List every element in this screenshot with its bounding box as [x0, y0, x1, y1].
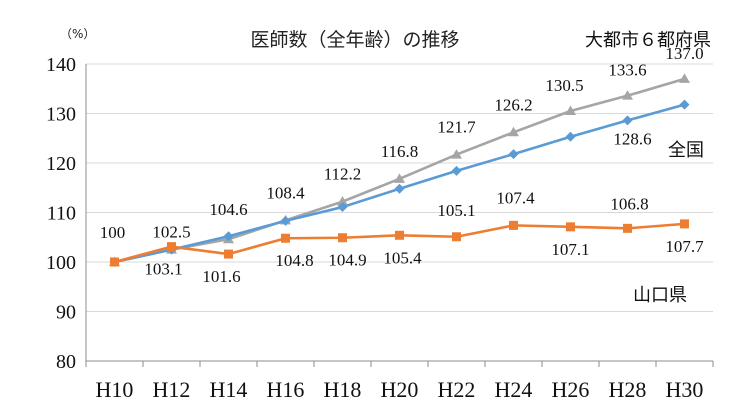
y-tick-label: 80 — [56, 351, 76, 373]
gridlines — [86, 63, 713, 312]
data-point — [565, 131, 576, 142]
x-tick-label: H18 — [324, 377, 362, 402]
x-tick-label: H22 — [438, 377, 476, 402]
series-diamond — [109, 99, 690, 267]
x-tick-label: H14 — [210, 377, 248, 402]
data-point — [395, 230, 404, 240]
series-lines — [109, 73, 690, 267]
data-label: 104.6 — [209, 200, 247, 219]
data-point — [223, 231, 234, 242]
data-point — [451, 165, 462, 176]
data-point — [623, 223, 632, 233]
data-point — [338, 233, 347, 243]
x-tick-label: H24 — [495, 377, 533, 402]
data-point — [394, 183, 405, 194]
data-point — [679, 99, 690, 110]
data-point — [394, 173, 405, 183]
data-label: 105.1 — [437, 201, 475, 220]
data-label: 108.4 — [266, 183, 305, 202]
data-label: 104.9 — [328, 251, 366, 270]
chart-title: 医師数（全年齢）の推移 — [250, 29, 459, 51]
axes: 80 90 100 110 120 130 140 H10 H12 H14 H16 H18 H20 H22… — [46, 54, 714, 402]
y-tick-label: 130 — [46, 104, 76, 126]
data-label: 107.7 — [665, 237, 704, 256]
x-tick-label: H30 — [666, 377, 704, 402]
x-tick-label: H12 — [153, 377, 191, 402]
series-square — [110, 219, 689, 267]
data-point — [565, 105, 576, 116]
data-label: 121.7 — [437, 118, 476, 137]
data-label: 103.1 — [144, 260, 182, 279]
data-point — [224, 249, 233, 259]
data-label: 128.6 — [613, 129, 651, 148]
data-label: 104.8 — [275, 251, 313, 270]
data-point — [337, 202, 348, 213]
data-label: 116.8 — [381, 142, 419, 161]
y-tick-label: 120 — [46, 153, 76, 175]
series-name-label: 全国 — [668, 140, 704, 161]
data-point — [110, 257, 119, 267]
data-point — [622, 90, 633, 100]
x-tick-label: H16 — [267, 377, 305, 402]
y-tick-label: 110 — [47, 203, 76, 225]
data-label: 107.1 — [551, 240, 589, 259]
data-label: 106.8 — [610, 194, 648, 213]
series-name-label: 山口県 — [633, 285, 687, 306]
data-point — [167, 242, 176, 252]
x-tick-label: H26 — [552, 377, 590, 402]
data-point — [566, 222, 575, 232]
data-label: 100 — [100, 223, 126, 242]
data-point — [452, 232, 461, 242]
y-tick-label: 90 — [56, 302, 76, 324]
data-label: 130.5 — [545, 76, 583, 95]
data-point — [508, 126, 519, 137]
data-point — [622, 115, 633, 126]
data-point — [451, 149, 462, 159]
data-label: 133.6 — [608, 61, 646, 80]
data-label: 102.5 — [152, 223, 190, 242]
x-tick-label: H10 — [96, 377, 134, 402]
data-point — [679, 73, 690, 83]
y-unit-label: （%） — [60, 27, 95, 41]
data-labels: 104.6 108.4 112.2 116.8 121.7 126.2 130.5 133.6… — [100, 44, 704, 286]
data-label: 126.2 — [494, 95, 532, 114]
data-label: 112.2 — [324, 165, 362, 184]
y-tick-label: 140 — [46, 54, 76, 76]
x-tick-label: H28 — [609, 377, 647, 402]
data-point — [680, 219, 689, 229]
data-label: 137.0 — [665, 44, 703, 63]
data-point — [281, 233, 290, 243]
series-triangle — [109, 73, 690, 266]
data-label: 101.6 — [202, 267, 240, 286]
data-point — [509, 220, 518, 230]
data-label: 107.4 — [496, 188, 535, 207]
y-tick-label: 100 — [46, 252, 76, 274]
data-point — [280, 215, 291, 226]
series-name-label: 大都市６都府県 — [585, 30, 711, 51]
x-tick-label: H20 — [381, 377, 419, 402]
data-point — [508, 149, 519, 160]
data-point — [337, 196, 348, 206]
data-label: 105.4 — [383, 248, 422, 267]
